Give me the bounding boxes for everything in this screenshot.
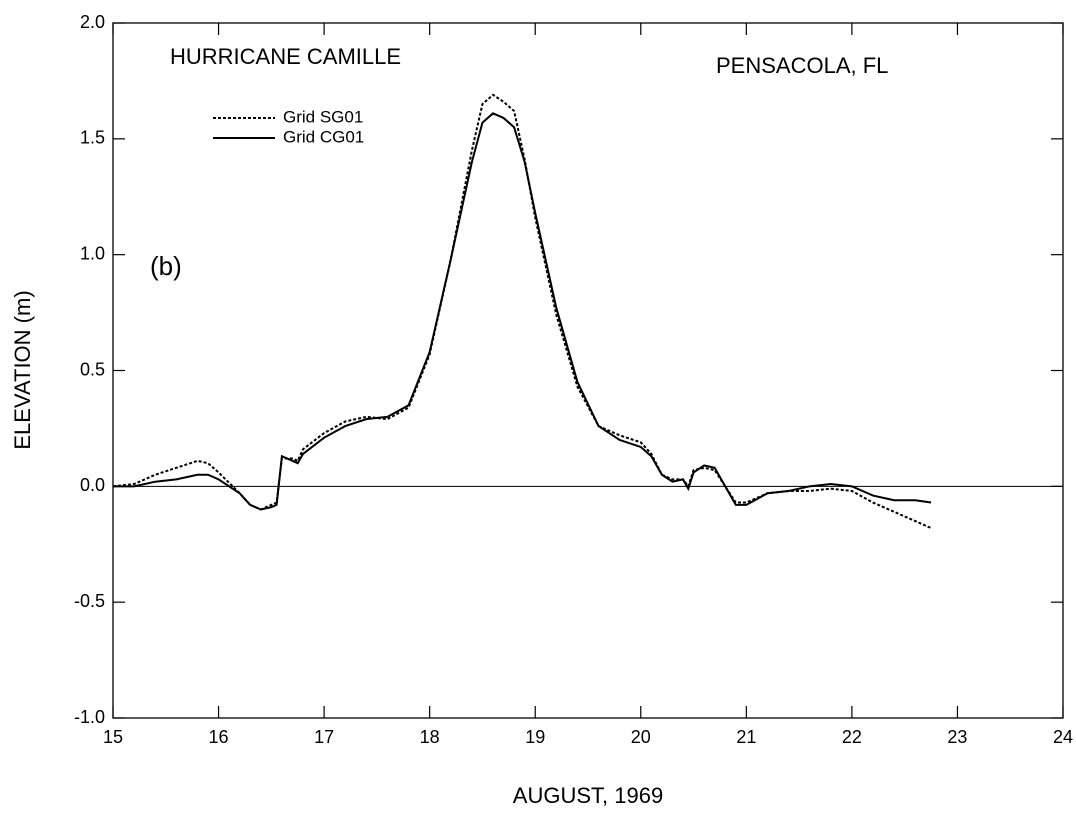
y-tick-label: -1.0 <box>74 707 105 727</box>
x-axis-label: AUGUST, 1969 <box>513 783 663 808</box>
series-line <box>112 93 932 529</box>
x-tick-label: 17 <box>314 727 334 747</box>
y-tick-label: 1.5 <box>80 128 105 148</box>
chart-subtitle: PENSACOLA, FL <box>716 53 888 78</box>
y-tick-label: 2.0 <box>80 12 105 32</box>
y-tick-label: 0.5 <box>80 359 105 379</box>
x-tick-label: 24 <box>1053 727 1073 747</box>
x-tick-label: 20 <box>631 727 651 747</box>
x-tick-label: 23 <box>947 727 967 747</box>
x-tick-label: 16 <box>209 727 229 747</box>
x-tick-label: 21 <box>736 727 756 747</box>
plot-frame <box>112 22 1064 719</box>
x-tick-label: 18 <box>420 727 440 747</box>
y-tick-label: 0.0 <box>80 475 105 495</box>
y-tick-label: -0.5 <box>74 591 105 611</box>
legend-label: Grid CG01 <box>283 127 364 146</box>
x-tick-label: 15 <box>103 727 123 747</box>
panel-label: (b) <box>150 251 182 281</box>
y-tick-label: 1.0 <box>80 243 105 263</box>
y-axis-label: ELEVATION (m) <box>10 290 35 449</box>
legend-label: Grid SG01 <box>283 107 363 126</box>
x-tick-label: 19 <box>525 727 545 747</box>
chart-title: HURRICANE CAMILLE <box>170 44 401 69</box>
x-tick-label: 22 <box>842 727 862 747</box>
series-line <box>113 112 932 511</box>
